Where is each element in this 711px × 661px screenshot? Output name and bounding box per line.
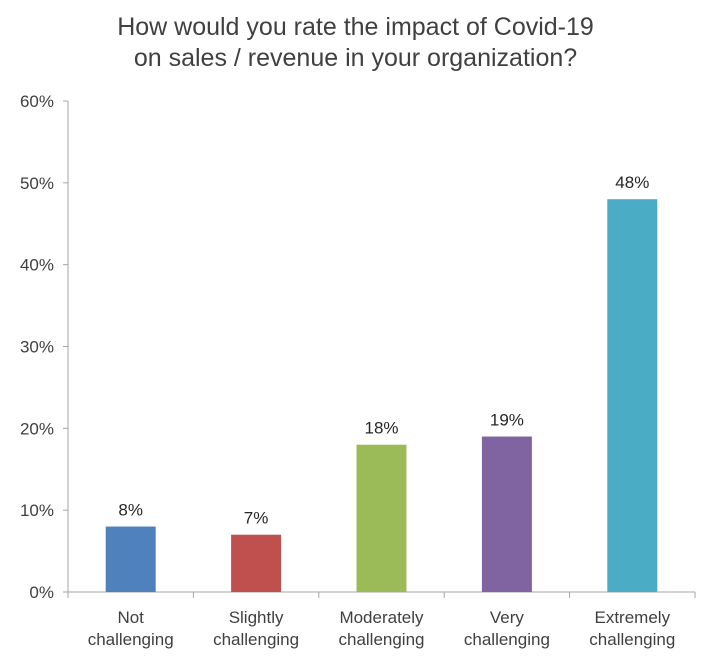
- y-tick-label: 40%: [20, 256, 54, 275]
- y-tick-label: 20%: [20, 419, 54, 438]
- bar: [607, 199, 658, 592]
- y-tick-label: 30%: [20, 338, 54, 357]
- x-tick-label: Not: [117, 608, 144, 627]
- x-tick-label: challenging: [213, 630, 299, 649]
- data-label: 7%: [244, 509, 269, 528]
- x-tick-label: challenging: [464, 630, 550, 649]
- x-tick-label: Slightly: [229, 608, 284, 627]
- x-tick-label: challenging: [338, 630, 424, 649]
- bar: [356, 444, 407, 592]
- data-label: 19%: [490, 411, 524, 430]
- x-tick-label: Extremely: [595, 608, 671, 627]
- y-tick-label: 10%: [20, 501, 54, 520]
- chart-title: How would you rate the impact of Covid-1…: [0, 12, 711, 74]
- x-tick-label: Very: [490, 608, 525, 627]
- bar: [105, 526, 156, 592]
- y-tick-label: 0%: [29, 583, 54, 602]
- data-label: 48%: [615, 173, 649, 192]
- x-tick-label: challenging: [589, 630, 675, 649]
- y-tick-label: 60%: [20, 92, 54, 111]
- bar: [481, 436, 532, 592]
- chart-title-line-1: How would you rate the impact of Covid-1…: [117, 13, 594, 41]
- data-label: 8%: [118, 501, 143, 520]
- y-tick-label: 50%: [20, 174, 54, 193]
- data-label: 18%: [364, 419, 398, 438]
- chart-title-line-2: on sales / revenue in your organization?: [133, 44, 578, 72]
- x-tick-label: challenging: [88, 630, 174, 649]
- bar: [231, 534, 282, 592]
- x-tick-label: Moderately: [339, 608, 424, 627]
